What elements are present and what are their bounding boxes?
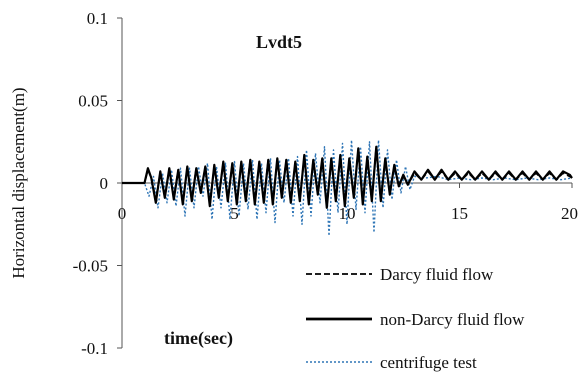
x-tick-label: 15 xyxy=(451,204,468,223)
y-tick-label: -0.1 xyxy=(81,339,108,358)
x-tick-label: 0 xyxy=(118,204,127,223)
legend-label: Darcy fluid flow xyxy=(380,265,494,284)
y-axis-label: Horizontal displacement(m) xyxy=(9,87,28,278)
tick-labels: 0.10.050-0.05-0.10 5 10 15 20 xyxy=(73,9,578,358)
legend: Darcy fluid flow non-Darcy fluid flow cent… xyxy=(306,265,525,372)
x-tick-label: 5 xyxy=(230,204,239,223)
y-tick-label: -0.05 xyxy=(73,257,108,276)
series-line-darcy-fluid-flow xyxy=(122,145,573,208)
legend-label: centrifuge test xyxy=(380,353,477,372)
y-tick-label: 0 xyxy=(100,174,109,193)
series-layer xyxy=(122,139,573,237)
y-tick-label: 0.05 xyxy=(78,92,108,111)
x-tick-label: 20 xyxy=(561,204,578,223)
chart-title: Lvdt5 xyxy=(256,32,302,52)
y-tick-label: 0.1 xyxy=(87,9,108,28)
x-axis-label: time(sec) xyxy=(164,328,233,349)
legend-label: non-Darcy fluid flow xyxy=(380,310,525,329)
